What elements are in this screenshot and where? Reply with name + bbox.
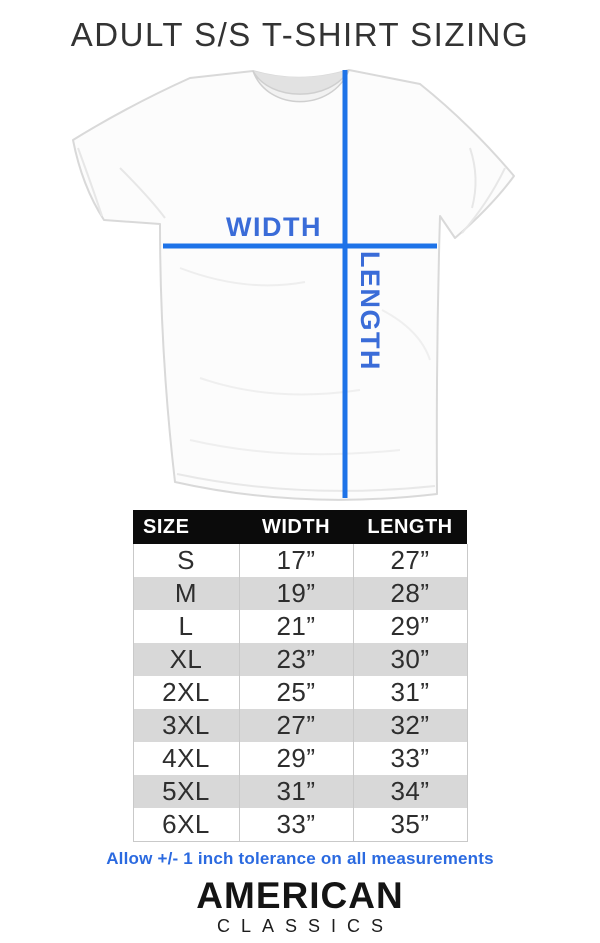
length-label: LENGTH — [355, 251, 385, 371]
brand-name: AMERICAN — [196, 875, 404, 916]
cell-width: 33” — [238, 808, 354, 842]
size-table-body: S 17” 27” M 19” 28” L 21” 29” XL 23” 30” 2XL 25” 31” 3X… — [132, 544, 468, 842]
width-label: WIDTH — [226, 212, 322, 242]
brand-subname: CLASSICS — [216, 916, 395, 936]
brand-logo: AMERICAN CLASSICS — [0, 875, 600, 938]
table-row: 6XL 33” 35” — [132, 808, 468, 842]
header-width: WIDTH — [239, 510, 353, 544]
header-length: LENGTH — [353, 510, 467, 544]
cell-size: 2XL — [132, 676, 240, 709]
cell-length: 28” — [352, 577, 468, 610]
page-title: ADULT S/S T-SHIRT SIZING — [70, 16, 530, 53]
cell-width: 17” — [238, 544, 354, 577]
table-row: S 17” 27” — [132, 544, 468, 577]
header-size: SIZE — [133, 510, 239, 544]
table-row: L 21” 29” — [132, 610, 468, 643]
cell-length: 35” — [352, 808, 468, 842]
cell-length: 33” — [352, 742, 468, 775]
table-row: XL 23” 30” — [132, 643, 468, 676]
table-row: 3XL 27” 32” — [132, 709, 468, 742]
cell-length: 34” — [352, 775, 468, 808]
cell-size: 3XL — [132, 709, 240, 742]
shirt-wrinkles — [77, 147, 506, 492]
cell-width: 19” — [238, 577, 354, 610]
cell-width: 27” — [238, 709, 354, 742]
table-row: 2XL 25” 31” — [132, 676, 468, 709]
cell-size: 4XL — [132, 742, 240, 775]
size-table-header: SIZE WIDTH LENGTH — [133, 510, 467, 544]
tshirt-silhouette — [72, 69, 515, 501]
cell-length: 27” — [352, 544, 468, 577]
table-row: 5XL 31” 34” — [132, 775, 468, 808]
collar-shadow — [253, 70, 349, 95]
cell-size: 6XL — [132, 808, 240, 842]
cell-width: 29” — [238, 742, 354, 775]
cell-length: 30” — [352, 643, 468, 676]
shirt-svg: WIDTH LENGTH — [72, 69, 515, 501]
cell-size: XL — [132, 643, 240, 676]
table-row: M 19” 28” — [132, 577, 468, 610]
cell-size: 5XL — [132, 775, 240, 808]
cell-width: 25” — [238, 676, 354, 709]
collar-band — [252, 69, 350, 103]
shirt-diagram: WIDTH LENGTH — [0, 58, 600, 508]
cell-length: 32” — [352, 709, 468, 742]
cell-width: 21” — [238, 610, 354, 643]
header-row: SIZE WIDTH LENGTH — [133, 510, 467, 544]
cell-size: L — [132, 610, 240, 643]
size-table: SIZE WIDTH LENGTH S 17” 27” M 19” 28” L 21” 29” XL 2… — [132, 510, 468, 842]
cell-size: S — [132, 544, 240, 577]
cell-size: M — [132, 577, 240, 610]
cell-width: 23” — [238, 643, 354, 676]
tolerance-note: Allow +/- 1 inch tolerance on all measur… — [106, 849, 494, 868]
table-row: 4XL 29” 33” — [132, 742, 468, 775]
cell-width: 31” — [238, 775, 354, 808]
cell-length: 29” — [352, 610, 468, 643]
cell-length: 31” — [352, 676, 468, 709]
